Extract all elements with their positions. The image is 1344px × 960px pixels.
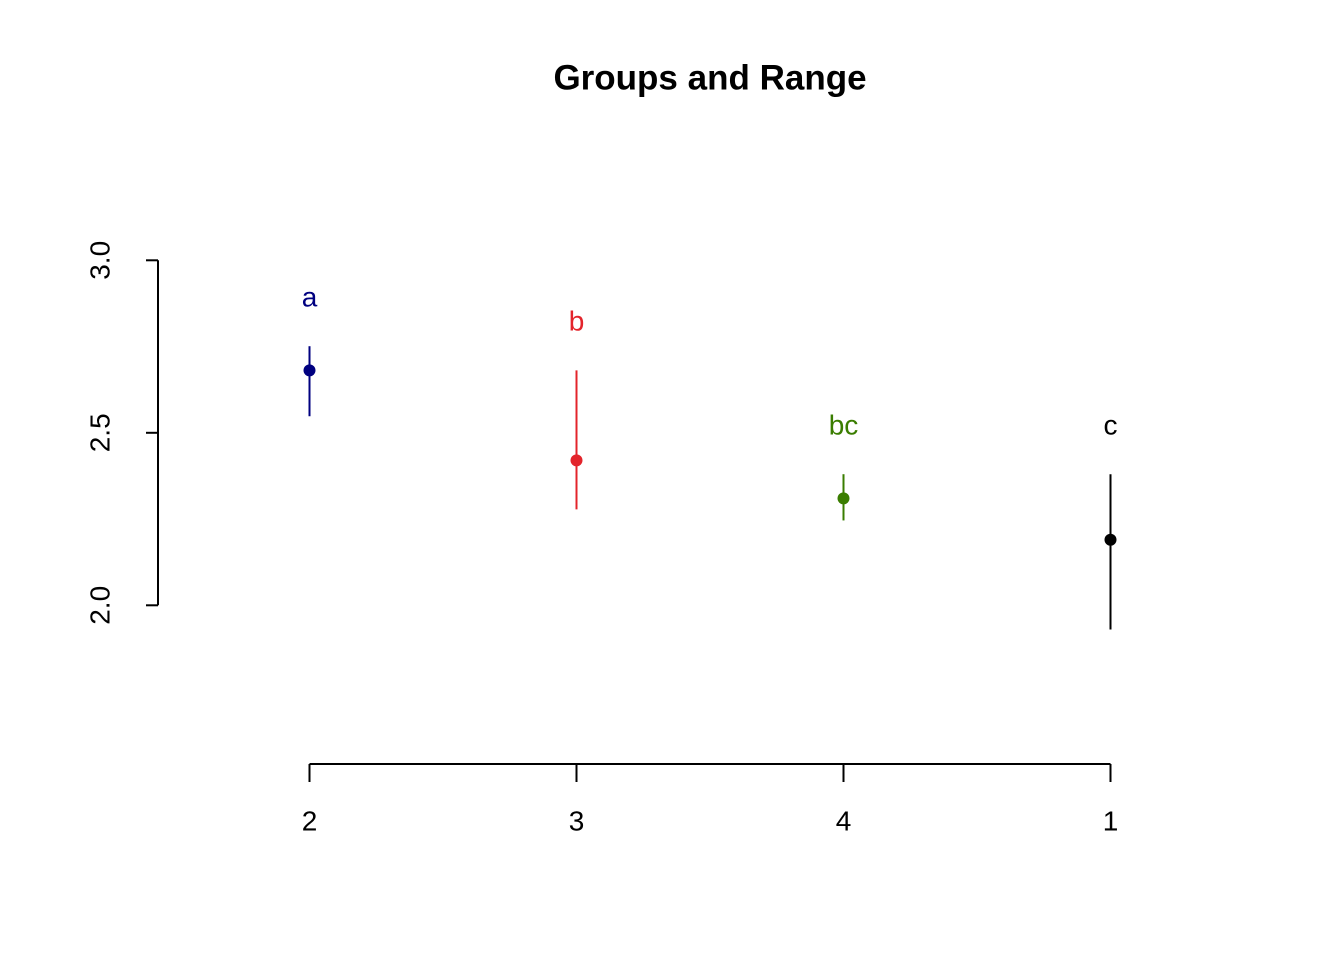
mean-point — [837, 492, 850, 505]
x-tick-label: 2 — [302, 805, 318, 836]
x-tick-label: 4 — [836, 805, 852, 836]
x-tick-label: 3 — [569, 805, 585, 836]
mean-point — [303, 364, 316, 377]
group-label: c — [1104, 410, 1118, 441]
x-tick-label: 1 — [1103, 805, 1119, 836]
mean-point — [1104, 533, 1117, 546]
y-tick-label: 2.0 — [84, 586, 115, 625]
group-label: b — [569, 306, 585, 337]
y-tick-label: 3.0 — [84, 241, 115, 280]
group-label: a — [302, 282, 318, 313]
chart-title: Groups and Range — [553, 58, 866, 97]
y-tick-label: 2.5 — [84, 413, 115, 452]
group-label: bc — [829, 410, 859, 441]
mean-point — [570, 454, 583, 467]
